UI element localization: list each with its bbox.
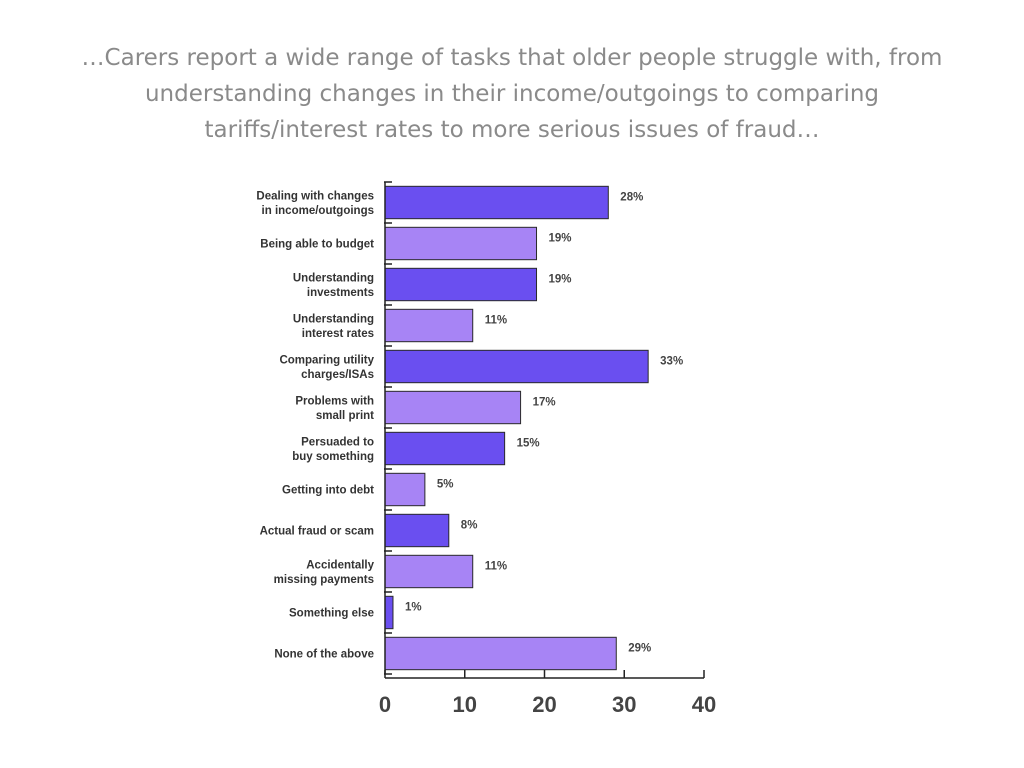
axes-group: 0 10 20 30 40 [379, 181, 716, 717]
slide-title: …Carers report a wide range of tasks tha… [81, 45, 943, 143]
category-label: None of the above [274, 649, 374, 661]
data-label: 11% [485, 315, 507, 327]
bar [384, 431, 506, 466]
data-label: 15% [517, 438, 540, 450]
x-tick-label: 10 [453, 692, 477, 717]
category-label: Getting into debt [282, 485, 374, 497]
data-label: 33% [660, 356, 683, 368]
bar [384, 554, 474, 589]
bar [384, 308, 474, 343]
bar [384, 267, 538, 302]
data-label: 29% [628, 643, 651, 655]
category-labels-group: Dealing with changes in income/outgoings B… [256, 190, 374, 660]
value-labels-group: 28% 19% 19% 11% 33% 17% 15% 5% 8% 11% 1% 29% [405, 192, 683, 655]
category-label: Being able to budget [260, 239, 374, 251]
data-label: 11% [485, 561, 507, 573]
category-label: Accidentally missing payments [274, 559, 375, 586]
data-label: 8% [461, 520, 478, 532]
category-label: Understanding interest rates [293, 313, 374, 340]
data-label: 19% [549, 233, 572, 245]
bar [384, 595, 394, 630]
category-label: Comparing utility charges/ISAs [279, 354, 374, 381]
bar [384, 513, 450, 548]
category-label: Understanding investments [293, 272, 374, 299]
bar [384, 390, 522, 425]
bars-group [384, 185, 649, 671]
category-label: Something else [289, 608, 374, 620]
data-label: 28% [620, 192, 643, 204]
bar [384, 185, 609, 220]
x-tick-label: 0 [379, 692, 391, 717]
x-tick-label: 20 [532, 692, 556, 717]
data-label: 1% [405, 602, 422, 614]
category-label: Problems with small print [295, 395, 374, 422]
data-label: 19% [549, 274, 572, 286]
bar [384, 636, 617, 671]
x-tick-label: 30 [612, 692, 636, 717]
bar [384, 472, 426, 507]
category-label: Actual fraud or scam [260, 526, 374, 538]
category-label: Persuaded to buy something [292, 436, 374, 463]
category-label: Dealing with changes in income/outgoings [256, 190, 374, 217]
data-label: 17% [533, 397, 556, 409]
bar [384, 349, 649, 384]
x-tick-label: 40 [692, 692, 716, 717]
bar [384, 226, 538, 261]
data-label: 5% [437, 479, 454, 491]
